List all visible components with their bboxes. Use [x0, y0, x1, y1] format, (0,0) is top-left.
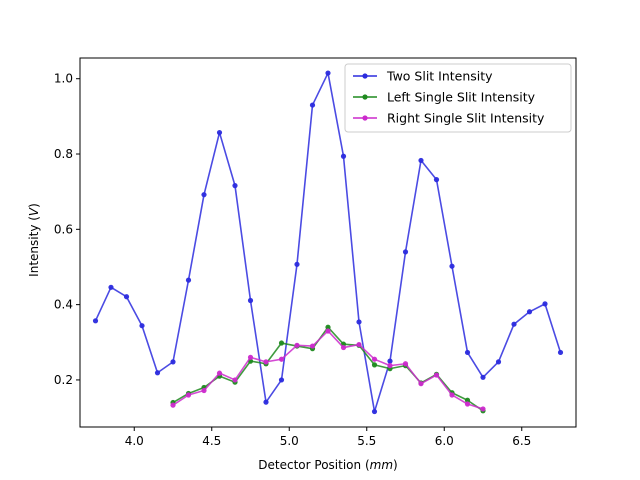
series-2	[170, 328, 486, 412]
axes-frame	[79, 57, 577, 428]
legend-label: Left Single Slit Intensity	[387, 90, 536, 105]
y-tick-label: 0.8	[54, 147, 73, 161]
data-point	[418, 381, 424, 387]
legend-box	[344, 63, 572, 133]
data-point	[232, 183, 238, 189]
legend: Two Slit Intensity Left Single Slit Inten…	[344, 63, 572, 133]
legend-swatch-marker	[362, 94, 368, 100]
data-point	[449, 392, 455, 398]
x-tick-label: 6.0	[435, 434, 454, 448]
data-point	[325, 70, 331, 76]
legend-swatch-marker	[362, 115, 368, 121]
data-point	[263, 399, 269, 405]
data-point	[557, 349, 564, 356]
data-point	[92, 318, 99, 324]
data-point	[325, 324, 331, 330]
legend-swatch-marker	[362, 73, 368, 79]
data-point	[185, 392, 192, 398]
data-point	[108, 284, 114, 290]
data-point	[356, 341, 362, 348]
data-point	[542, 301, 548, 307]
data-point	[387, 363, 393, 369]
x-tick-label: 4.5	[202, 434, 221, 448]
data-point	[464, 349, 471, 356]
data-point	[309, 102, 316, 108]
data-point	[402, 249, 409, 255]
data-point	[371, 356, 378, 362]
data-point	[185, 277, 192, 283]
data-point	[201, 192, 207, 198]
x-tick-label: 5.5	[357, 434, 376, 448]
data-point	[263, 359, 269, 365]
data-point	[495, 359, 502, 365]
x-axis-label: Detector Position (mm)	[258, 458, 397, 472]
y-tick-label: 0.4	[54, 298, 73, 312]
y-tick-label: 0.2	[54, 373, 73, 387]
y-tick-label: 0.6	[54, 222, 73, 236]
data-point	[216, 370, 223, 376]
data-point	[480, 406, 486, 412]
data-point	[433, 372, 440, 378]
data-point	[139, 323, 145, 329]
data-point	[449, 263, 455, 269]
legend-label: Two Slit Intensity	[386, 69, 493, 84]
data-point	[294, 261, 300, 267]
data-point	[387, 358, 393, 364]
data-point	[309, 343, 316, 349]
legend-label: Right Single Slit Intensity	[387, 111, 545, 126]
series-layer	[92, 70, 564, 415]
legend-item-1: Left Single Slit Intensity	[353, 90, 536, 105]
data-point	[340, 153, 347, 159]
data-point	[356, 319, 362, 325]
data-point	[170, 402, 176, 408]
data-point	[402, 361, 409, 367]
data-point	[340, 344, 347, 351]
data-point	[418, 157, 424, 164]
data-point	[278, 356, 285, 362]
data-point	[464, 401, 471, 407]
data-point	[464, 397, 471, 403]
data-point	[201, 387, 207, 394]
data-point	[278, 377, 285, 383]
x-tick-label: 5.0	[280, 434, 299, 448]
data-point	[325, 328, 331, 334]
x-tick-label: 6.5	[512, 434, 531, 448]
legend-item-2: Right Single Slit Intensity	[353, 111, 545, 126]
data-point	[511, 321, 517, 327]
x-tick-label: 4.0	[125, 434, 144, 448]
data-point	[216, 129, 223, 136]
data-point	[294, 342, 300, 348]
data-point	[433, 177, 440, 183]
data-point	[154, 370, 161, 376]
data-point	[123, 294, 130, 300]
data-point	[278, 340, 285, 346]
y-tick-label: 1.0	[54, 72, 73, 86]
legend-item-0: Two Slit Intensity	[353, 69, 493, 84]
data-point	[170, 359, 176, 365]
data-point	[371, 362, 378, 368]
series-0	[92, 70, 564, 415]
data-point	[247, 297, 254, 304]
axes-layer: 4.0 4.5 5.0 5.5 6.0 6.5 0.2 0.4 0.6 0.8 1.0	[54, 57, 577, 448]
y-axis-label: Intensity (V)	[27, 203, 41, 277]
data-point	[480, 374, 486, 380]
data-point	[247, 354, 254, 360]
data-point	[232, 377, 238, 383]
data-point	[371, 408, 378, 415]
data-point	[526, 309, 533, 315]
